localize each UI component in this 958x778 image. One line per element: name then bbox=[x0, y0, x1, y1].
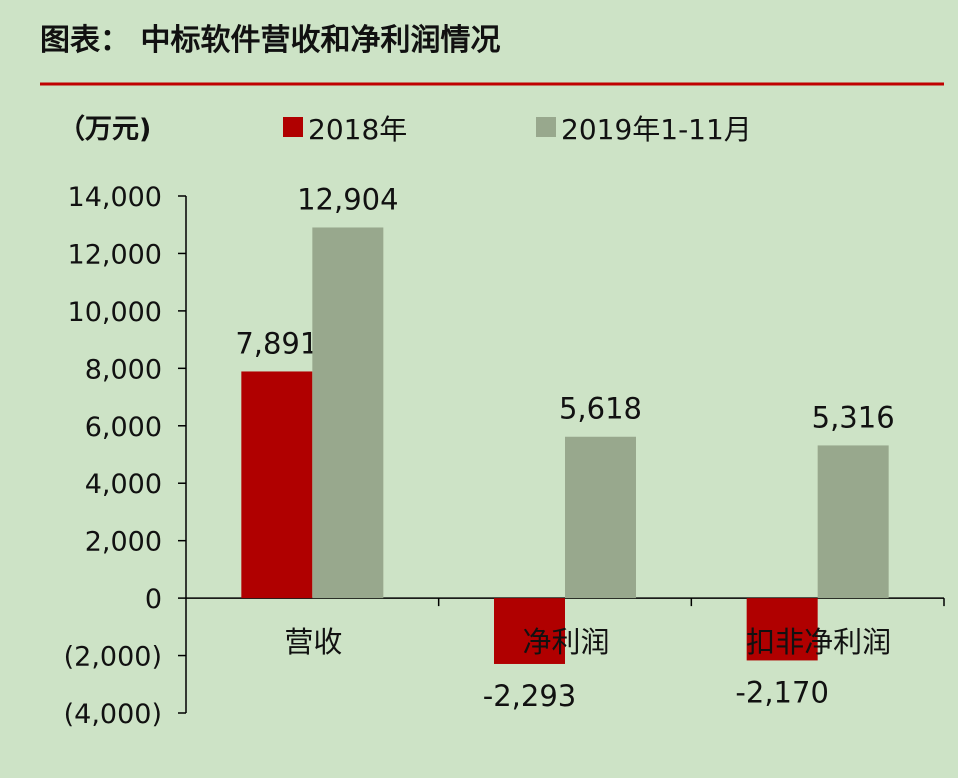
legend-label-2018: 2018年 bbox=[308, 113, 407, 146]
y-tick-label: (2,000) bbox=[64, 642, 162, 673]
legend-swatch-2018 bbox=[283, 117, 303, 137]
x-category-label: 扣非净利润 bbox=[746, 625, 891, 659]
unit-label: （万元) bbox=[58, 114, 151, 145]
bar bbox=[817, 445, 889, 599]
chart-title: 图表： 中标软件营收和净利润情况 bbox=[40, 23, 500, 58]
y-tick-label: 14,000 bbox=[68, 182, 162, 213]
y-tick-label: 2,000 bbox=[85, 527, 162, 558]
y-tick-label: 8,000 bbox=[85, 354, 162, 385]
bar bbox=[241, 371, 313, 599]
data-label: -2,170 bbox=[735, 675, 829, 709]
x-category-label: 营收 bbox=[284, 625, 342, 659]
data-label: 5,618 bbox=[559, 392, 642, 426]
legend-label-2019: 2019年1-11月 bbox=[561, 113, 752, 146]
bar bbox=[494, 598, 565, 664]
data-label: 5,316 bbox=[812, 400, 895, 434]
legend-swatch-2019 bbox=[536, 117, 556, 137]
bar bbox=[312, 227, 384, 599]
y-tick-label: 4,000 bbox=[85, 469, 162, 500]
y-tick-label: 12,000 bbox=[68, 239, 162, 270]
y-tick-label: 0 bbox=[145, 584, 162, 615]
y-tick-label: 6,000 bbox=[85, 412, 162, 443]
plot-area: 14,000 12,000 10,000 8,000 6,000 4,000 2,000 0 (… bbox=[64, 182, 945, 730]
bar bbox=[565, 436, 636, 599]
data-label: -2,293 bbox=[483, 679, 577, 713]
data-label: 7,891 bbox=[235, 326, 318, 360]
bar bbox=[746, 598, 818, 661]
y-tick-label: (4,000) bbox=[64, 699, 162, 730]
y-tick-label: 10,000 bbox=[68, 297, 162, 328]
x-category-label: 净利润 bbox=[522, 625, 609, 659]
data-label: 12,904 bbox=[297, 182, 398, 216]
